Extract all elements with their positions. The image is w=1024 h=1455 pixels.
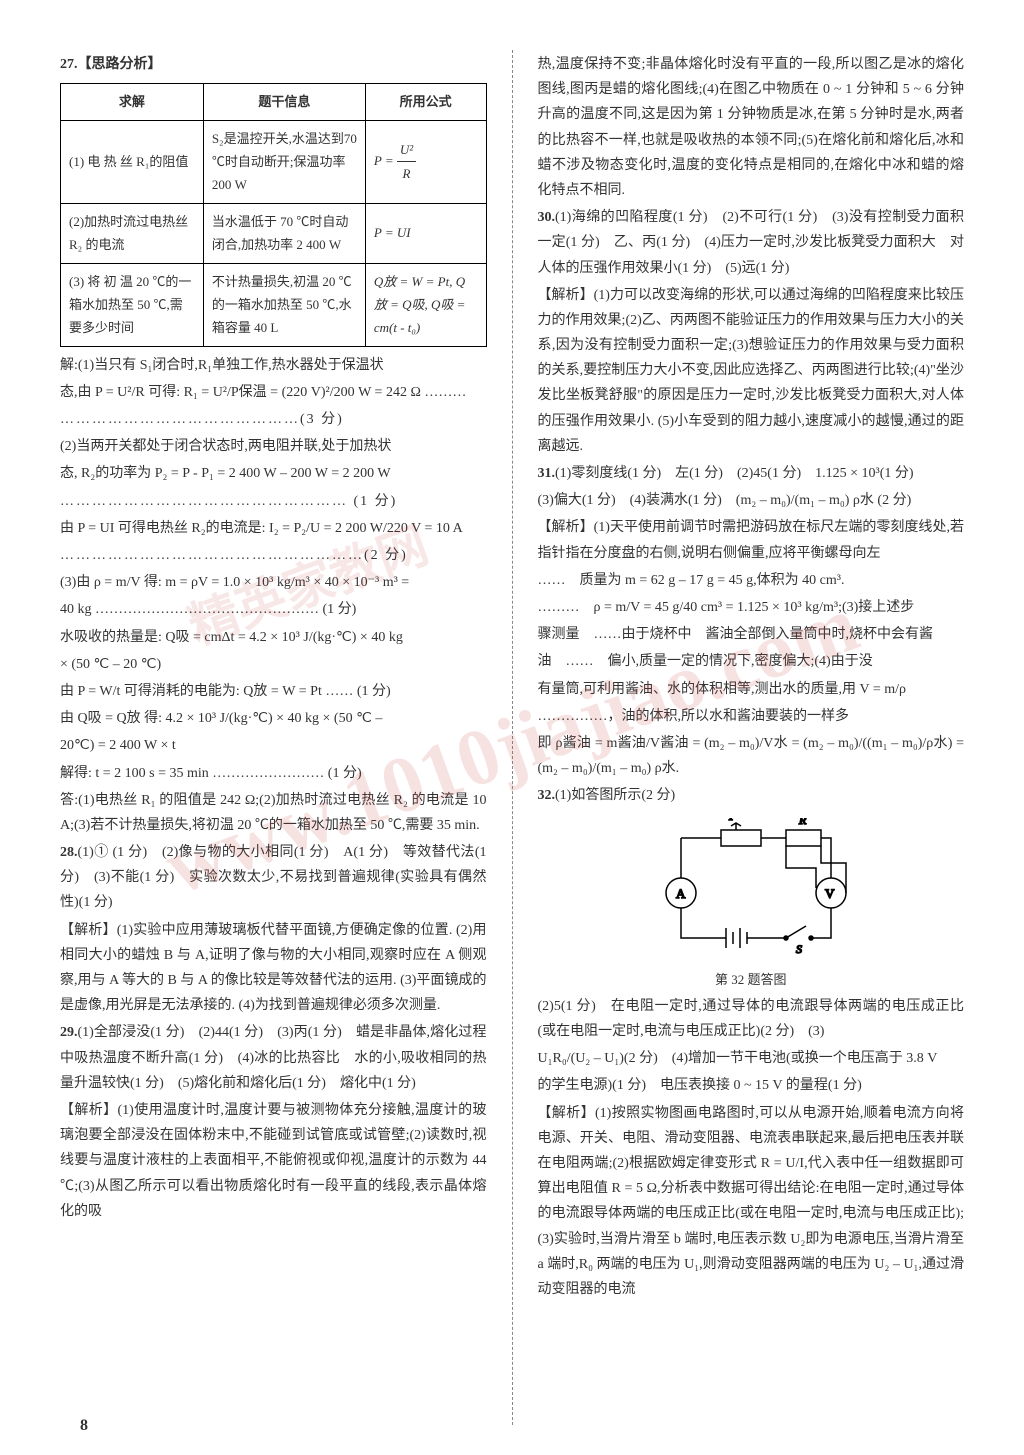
q32-label: 32.: [538, 788, 556, 803]
q31-ex5: 油 …… 偏小,质量一定的情况下,密度偏大;(4)由于没: [538, 649, 965, 674]
q27-sol: 由 Q吸 = Q放 得: 4.2 × 10³ J/(kg·℃) × 40 kg …: [60, 706, 487, 731]
q27-sol: 解得: t = 2 100 s = 35 min …………………… (1 分): [60, 761, 487, 786]
cell: Q放 = W = Pt, Q放 = Q吸, Q吸 = cm(t - t₀): [365, 263, 486, 346]
q31-eq1: 即 ρ酱油 = m酱油/V酱油 = (m₂ – m₀)/V水 = (m₂ – m…: [538, 731, 965, 781]
q31-ex1: (1)天平使用前调节时需把游码放在标尺左端的零刻度线处,若指针指在分度盘的右侧,…: [538, 520, 965, 560]
svg-text:S: S: [796, 942, 802, 956]
q27-sol: 态,由 P = U²/R 可得: R₁ = U²/P保温 = (220 V)²/…: [60, 380, 487, 405]
q28-ex: (1)实验中应用薄玻璃板代替平面镜,方便确定像的位置. (2)用相同大小的蜡烛 …: [60, 923, 487, 1014]
q27-sol: (3)由 ρ = m/V 得: m = ρV = 1.0 × 10³ kg/m³…: [60, 570, 487, 595]
q32-ex-label: 【解析】: [538, 1106, 596, 1121]
q27-sol: 40 kg ………………………………………… (1 分): [60, 597, 487, 622]
svg-text:P: P: [728, 818, 737, 823]
cell: (2)加热时流过电热丝 R₂ 的电流: [61, 203, 204, 263]
q32-caption: 第 32 题答图: [538, 968, 965, 991]
q27-table: 求解 题干信息 所用公式 (1) 电 热 丝 R₁的阻值 S₂是温控开关,水温达…: [60, 83, 487, 347]
cell: 不计热量损失,初温 20 ℃的一箱水加热至 50 ℃,水箱容量 40 L: [203, 263, 365, 346]
cell: (1) 电 热 丝 R₁的阻值: [61, 120, 204, 203]
q27-ans: 答:(1)电热丝 R₁ 的阻值是 242 Ω;(2)加热时流过电热丝 R₂ 的电…: [60, 788, 487, 838]
th-info: 题干信息: [203, 84, 365, 120]
q30-ex: (1)力可以改变海绵的形状,可以通过海绵的凹陷程度来比较压力的作用效果;(2)乙…: [538, 288, 965, 454]
svg-text:R: R: [798, 818, 807, 827]
cell: (3) 将 初 温 20 ℃的一箱水加热至 50 ℃,需要多少时间: [61, 263, 204, 346]
cell: P = U²R: [365, 120, 486, 203]
column-divider: [512, 50, 513, 1425]
q32-a3: U₁R₀/(U₂ – U₁)(2 分) (4)增加一节干电池(或换一个电压高于 …: [538, 1046, 965, 1071]
q27-sol: 水吸收的热量是: Q吸 = cmΔt = 4.2 × 10³ J/(kg·℃) …: [60, 625, 487, 650]
q29-cont: 热,温度保持不变;非晶体熔化时没有平直的一段,所以图乙是冰的熔化图线,图丙是蜡的…: [538, 52, 965, 203]
page-content: 27.【思路分析】 求解 题干信息 所用公式 (1) 电 热 丝 R₁的阻值 S…: [60, 50, 964, 1425]
q32-a1: (1)如答图所示(2 分): [555, 788, 675, 803]
th-solve: 求解: [61, 84, 204, 120]
svg-text:A: A: [676, 886, 686, 901]
q31-a1: (1)零刻度线(1 分) 左(1 分) (2)45(1 分) 1.125 × 1…: [555, 466, 914, 481]
cell: 当水温低于 70 ℃时自动闭合,加热功率 2 400 W: [203, 203, 365, 263]
q27-sol: 由 P = W/t 可得消耗的电能为: Q放 = W = Pt …… (1 分): [60, 679, 487, 704]
q29-label: 29.: [60, 1025, 78, 1040]
q31-ex7: ……………，油的体积,所以水和酱油要装的一样多: [538, 704, 965, 729]
right-column: 热,温度保持不变;非晶体熔化时没有平直的一段,所以图乙是冰的熔化图线,图丙是蜡的…: [538, 50, 965, 1425]
svg-text:V: V: [825, 886, 835, 901]
th-formula: 所用公式: [365, 84, 486, 120]
q28-ex-label: 【解析】: [60, 923, 117, 938]
q30-ex-label: 【解析】: [538, 288, 594, 303]
q27-sol: 解:(1)当只有 S₁闭合时,R₁单独工作,热水器处于保温状: [60, 353, 487, 378]
q29-ex-label: 【解析】: [60, 1103, 118, 1118]
q29-ex: (1)使用温度计时,温度计要与被测物体充分接触,温度计的玻璃泡要全部浸没在固体粉…: [60, 1103, 487, 1219]
q27-sol: 由 P = UI 可得电热丝 R₂的电流是: I₂ = P₂/U = 2 200…: [60, 516, 487, 541]
q32-ex: (1)按照实物图画电路图时,可以从电源开始,顺着电流方向将电源、开关、电阻、滑动…: [538, 1106, 965, 1297]
q27-sol: × (50 ℃ – 20 ℃): [60, 652, 487, 677]
cell: S₂是温控开关,水温达到70 ℃时自动断开;保温功率 200 W: [203, 120, 365, 203]
q27-label: 27.【思路分析】: [60, 57, 162, 72]
page-number: 8: [80, 1417, 88, 1435]
q27-sol: ………………………………………(3 分): [60, 407, 487, 432]
q27-sol: 态, R₂的功率为 P₂ = P - P₁ = 2 400 W – 200 W …: [60, 461, 487, 486]
q28-label: 28.: [60, 845, 78, 860]
left-column: 27.【思路分析】 求解 题干信息 所用公式 (1) 电 热 丝 R₁的阻值 S…: [60, 50, 487, 1425]
q29-ans: (1)全部浸没(1 分) (2)44(1 分) (3)丙(1 分) 蜡是非晶体,…: [60, 1025, 487, 1090]
q27-sol: (2)当两开关都处于闭合状态时,两电阻并联,处于加热状: [60, 434, 487, 459]
q32-a4: 的学生电源)(1 分) 电压表换接 0 ~ 15 V 的量程(1 分): [538, 1073, 965, 1098]
q31-ex-label: 【解析】: [538, 520, 594, 535]
q30-label: 30.: [538, 210, 556, 225]
q31-ex6: 有量筒,可利用酱油、水的体积相等,测出水的质量,用 V = m/ρ: [538, 677, 965, 702]
q27-sol: 20℃) = 2 400 W × t: [60, 733, 487, 758]
q30-ans: (1)海绵的凹陷程度(1 分) (2)不可行(1 分) (3)没有控制受力面积一…: [538, 210, 965, 275]
q31-ex4: 骤测量 ……由于烧杯中 酱油全部倒入量筒中时,烧杯中会有酱: [538, 622, 965, 647]
q31-ex2: …… 质量为 m = 62 g – 17 g = 45 g,体积为 40 cm³…: [538, 568, 965, 593]
cell: P = UI: [365, 203, 486, 263]
q31-ex3: ……… ρ = m/V = 45 g/40 cm³ = 1.125 × 10³ …: [538, 595, 965, 620]
q28-ans: (1)① (1 分) (2)像与物的大小相同(1 分) A(1 分) 等效替代法…: [60, 845, 487, 910]
q31-label: 31.: [538, 466, 556, 481]
q31-a2: (3)偏大(1 分) (4)装满水(1 分) (m₂ – m₀)/(m₁ – m…: [538, 488, 965, 513]
q32-a2: (2)5(1 分) 在电阻一定时,通过导体的电流跟导体两端的电压成正比(或在电阻…: [538, 994, 965, 1044]
q27-sol: ……………………………………………… (1 分): [60, 489, 487, 514]
q32-circuit-diagram: P R A S V: [651, 818, 851, 958]
q27-sol: …………………………………………………(2 分): [60, 543, 487, 568]
